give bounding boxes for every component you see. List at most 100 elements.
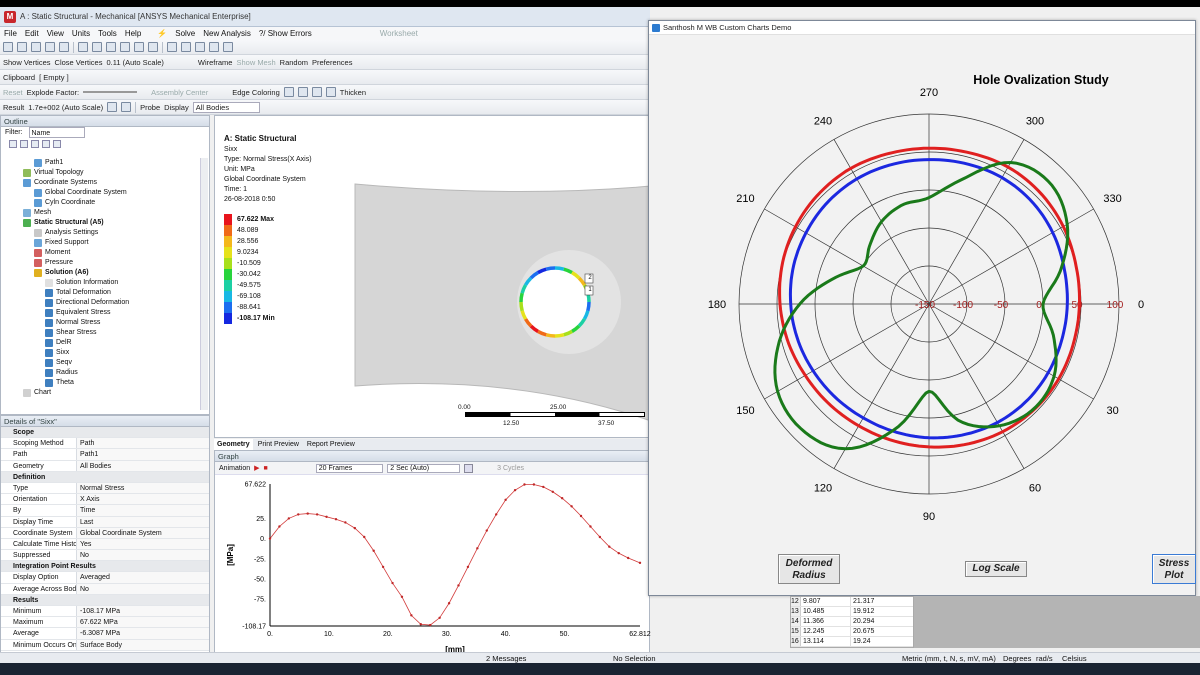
details-value[interactable]: Yes (77, 538, 209, 550)
details-group-header[interactable]: Integration Point Results (1, 561, 209, 573)
details-row[interactable]: Minimum -108.17 MPa (1, 606, 209, 618)
details-value[interactable]: 67.622 MPa (77, 617, 209, 628)
tree-item[interactable]: Fixed Support (1, 238, 201, 248)
tree-item[interactable]: Solution (A6) (1, 268, 201, 278)
display-bodies-dropdown[interactable]: All Bodies (192, 101, 261, 113)
vertex-scale-value[interactable]: 0.11 (Auto Scale) (106, 57, 164, 67)
table-row[interactable]: 16 13.114 19.24 (791, 637, 913, 647)
table-row[interactable]: 15 12.245 20.675 (791, 627, 913, 637)
face-select-icon[interactable] (45, 42, 55, 52)
details-value[interactable]: -108.17 MPa (77, 606, 209, 617)
duration-dropdown[interactable]: 2 Sec (Auto) (387, 463, 461, 473)
tree-item[interactable]: Theta (1, 378, 201, 388)
details-row[interactable]: Maximum 67.622 MPa (1, 617, 209, 629)
tree-item[interactable]: Path1 (1, 158, 201, 168)
select-mode-icon[interactable] (3, 42, 13, 52)
tree-item[interactable]: Moment (1, 248, 201, 258)
explode-slider[interactable] (83, 91, 138, 93)
edge-style-icon-4[interactable] (325, 87, 336, 97)
rotate-icon[interactable] (78, 42, 88, 52)
tree-item[interactable]: Virtual Topology (1, 168, 201, 178)
deformed-radius-button[interactable]: Deformed Radius (778, 554, 840, 584)
details-row[interactable]: Display Time Last (1, 516, 209, 528)
stress-plot-button[interactable]: Stress Plot (1152, 554, 1196, 584)
table-row[interactable]: 14 11.366 20.294 (791, 617, 913, 627)
filter-dropdown[interactable]: Name (28, 127, 85, 138)
tree-item[interactable]: Cyln Coordinate (1, 198, 201, 208)
edge-select-icon[interactable] (31, 42, 41, 52)
menu-tools[interactable]: Tools (98, 29, 117, 38)
details-value[interactable]: Normal Stress (77, 482, 209, 494)
edge-style-icon-2[interactable] (297, 87, 308, 97)
details-row[interactable]: Coordinate System Global Coordinate Syste… (1, 527, 209, 539)
layout-icon[interactable] (223, 42, 233, 52)
messages-status[interactable]: 2 Messages (486, 654, 527, 663)
tree-item[interactable]: DelR (1, 338, 201, 348)
pan-icon[interactable] (92, 42, 102, 52)
new-analysis-button[interactable]: New Analysis (203, 29, 251, 38)
details-group-header[interactable]: Results (1, 594, 209, 606)
show-vertices-button[interactable]: Show Vertices (3, 57, 51, 67)
probe-button[interactable]: Probe (140, 102, 161, 112)
magnifier-icon[interactable] (148, 42, 158, 52)
show-mesh-button[interactable]: Show Mesh (236, 57, 276, 67)
details-value[interactable]: X Axis (77, 494, 209, 505)
details-row[interactable]: Orientation X Axis (1, 494, 209, 506)
zoom-fit-icon[interactable] (134, 42, 144, 52)
tree-item[interactable]: Equivalent Stress (1, 308, 201, 318)
view-icon[interactable] (209, 42, 219, 52)
tree-item[interactable]: Static Structural (A5) (1, 218, 201, 228)
contour-icon[interactable] (107, 102, 118, 112)
edge-style-icon-3[interactable] (311, 87, 322, 97)
details-row[interactable]: Scoping Method Path (1, 438, 209, 450)
details-row[interactable]: Average -6.3087 MPa (1, 628, 209, 640)
menu-file[interactable]: File (4, 29, 17, 38)
menu-edit[interactable]: Edit (24, 29, 39, 38)
details-value[interactable]: No (77, 583, 209, 594)
details-row[interactable]: Type Normal Stress (1, 482, 209, 495)
tree-item[interactable]: Normal Stress (1, 318, 201, 328)
body-select-icon[interactable] (59, 42, 69, 52)
sort-icon[interactable] (53, 140, 61, 148)
tree-item[interactable]: Global Coordinate System (1, 188, 201, 198)
reset-button[interactable]: Reset (3, 87, 23, 97)
box-zoom-icon[interactable] (120, 42, 130, 52)
tree-item[interactable]: Total Deformation (1, 288, 201, 298)
solve-button[interactable]: Solve (175, 29, 196, 38)
tree-item[interactable]: Seqv (1, 358, 201, 368)
details-row[interactable]: Calculate Time History Yes (1, 538, 209, 551)
outline-scrollbar[interactable] (200, 158, 208, 410)
details-row[interactable]: Geometry All Bodies (1, 460, 209, 472)
details-value[interactable]: Global Coordinate System (77, 527, 209, 538)
zoom-icon[interactable] (106, 42, 116, 52)
menu-units[interactable]: Units (71, 29, 91, 38)
table-row[interactable]: 13 10.485 19.912 (791, 607, 913, 617)
menu-view[interactable]: View (46, 29, 64, 38)
tree-item[interactable]: Shear Stress (1, 328, 201, 338)
worksheet-button[interactable]: Worksheet (379, 29, 418, 38)
wireframe-button[interactable]: Wireframe (197, 57, 233, 67)
export-icon[interactable] (464, 463, 474, 473)
stop-icon[interactable]: ■ (263, 464, 268, 472)
tree-item[interactable]: Solution Information (1, 278, 201, 288)
result-scale-dropdown[interactable]: 1.7e+002 (Auto Scale) (28, 102, 104, 112)
details-value[interactable]: -6.3087 MPa (77, 628, 209, 639)
tree-item[interactable]: Mesh (1, 208, 201, 218)
tree-item[interactable]: Analysis Settings (1, 228, 201, 238)
tree-item[interactable]: Pressure (1, 258, 201, 268)
play-icon[interactable]: ▶ (254, 465, 260, 472)
details-group-header[interactable]: Definition (1, 471, 209, 483)
expand-icon[interactable] (9, 140, 17, 148)
thicken-button[interactable]: Thicken (339, 87, 367, 97)
close-vertices-button[interactable]: Close Vertices (54, 57, 103, 67)
tree-item[interactable]: Chart (1, 388, 201, 398)
frames-dropdown[interactable]: 20 Frames (315, 463, 384, 473)
tree-item[interactable]: Sixx (1, 348, 201, 358)
random-colors-button[interactable]: Random (279, 57, 309, 67)
details-value[interactable]: Time (77, 505, 209, 516)
solve-icon[interactable]: ⚡ (157, 29, 168, 38)
details-value[interactable]: No (77, 550, 209, 561)
details-row[interactable]: Path Path1 (1, 449, 209, 461)
tab-geometry[interactable]: Geometry (214, 439, 253, 450)
details-row[interactable]: By Time (1, 505, 209, 517)
